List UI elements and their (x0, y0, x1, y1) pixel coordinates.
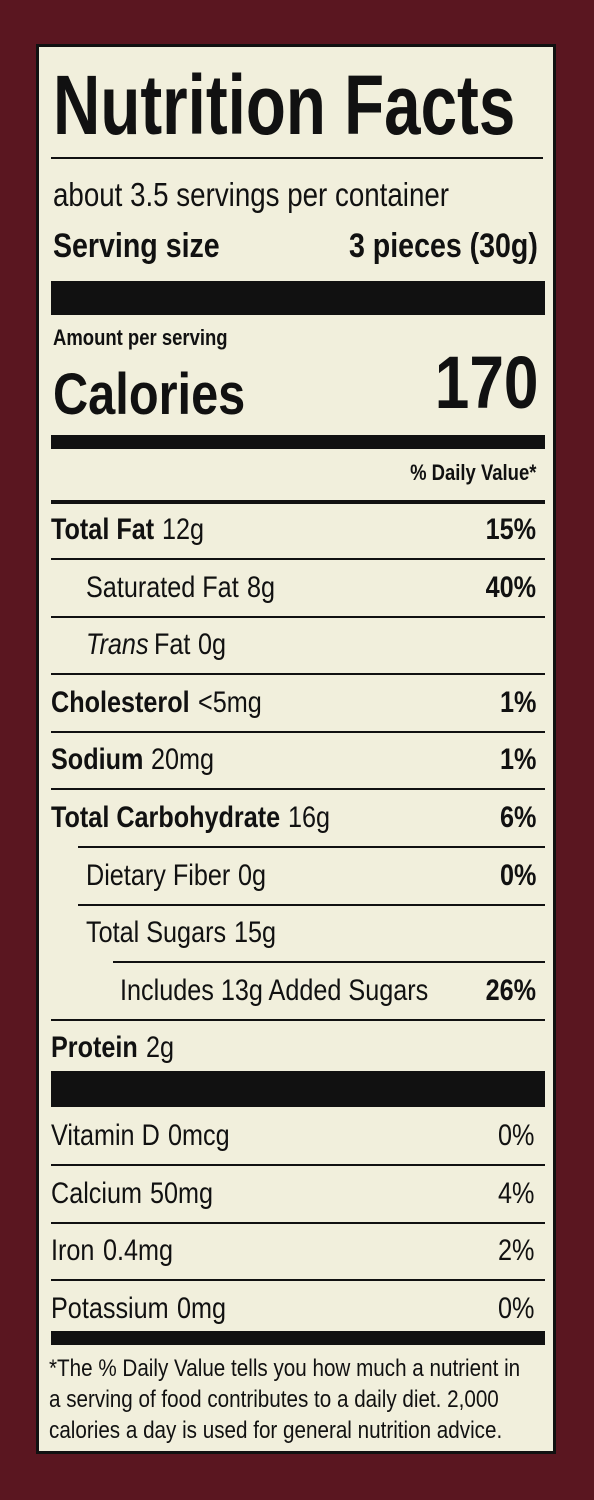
nutrient-amount: 8g (246, 570, 275, 604)
vitamin-amount: 50mg (149, 1176, 213, 1210)
nutrient-amount: 15g (234, 916, 277, 950)
rule (51, 1331, 545, 1345)
footnote-line: a serving of food contributes to a daily… (49, 1386, 499, 1413)
amount-per-serving: Amount per serving (53, 325, 228, 350)
vitamin-amount: 0mcg (168, 1119, 230, 1152)
rule (51, 500, 545, 504)
nutrient-amount: 0g (198, 628, 227, 662)
footnote-line: calories a day is used for general nutri… (49, 1417, 503, 1444)
rule (51, 558, 545, 560)
nutrient-dv: 6% (499, 801, 536, 834)
nutrient-name: Cholesterol (51, 685, 190, 719)
nutrient-name: Total Fat (51, 513, 155, 546)
calories-value: 170 (434, 341, 538, 424)
nutrient-amount: <5mg (197, 685, 262, 719)
vitamin-dv: 2% (497, 1234, 534, 1267)
nutrient-amount: 2g (145, 1031, 174, 1065)
rule (51, 281, 545, 315)
rule (51, 615, 545, 618)
title: Nutrition Facts (53, 58, 516, 152)
nutrient-amount: 20mg (151, 743, 215, 777)
calories-label: Calories (53, 362, 246, 427)
rule (78, 903, 545, 906)
nutrient-name: Saturated Fat (86, 570, 239, 604)
nutrition-label: Nutrition Facts about 3.5 servings per co… (36, 44, 556, 1454)
vitamin-name: Iron (51, 1234, 95, 1267)
rule (51, 1018, 545, 1021)
footnote-line: *The % Daily Value tells you how much a … (49, 1355, 521, 1382)
rule (113, 961, 545, 964)
nutrient-name: Sodium (51, 743, 144, 777)
nutrient-name: Fat (154, 628, 191, 662)
nutrient-amount: 12g (162, 513, 205, 546)
nutrient-name-italic: Trans (86, 628, 149, 662)
rule (51, 1221, 545, 1224)
vitamin-name: Potassium (51, 1291, 169, 1325)
vitamin-name: Vitamin D (51, 1119, 160, 1152)
vitamin-amount: 0mg (176, 1291, 226, 1325)
servings: about 3.5 servings per container (53, 175, 450, 213)
rule (51, 1279, 545, 1281)
rule (51, 730, 545, 733)
rule (51, 1164, 545, 1166)
rule (51, 1071, 545, 1107)
rule (78, 846, 545, 848)
rule (51, 788, 545, 791)
serving-size-label: Serving size (53, 227, 220, 265)
nutrient-dv: 40% (485, 570, 536, 604)
vitamin-name: Calcium (51, 1176, 143, 1210)
rule (51, 673, 545, 676)
nutrient-dv: 0% (499, 858, 536, 892)
nutrient-dv: 26% (485, 973, 536, 1007)
nutrient-name: Protein (51, 1031, 138, 1065)
rule (51, 435, 545, 449)
vitamin-dv: 0% (497, 1119, 534, 1152)
vitamin-dv: 0% (497, 1291, 534, 1325)
nutrient-dv: 1% (499, 685, 536, 719)
nutrient-name: Includes 13g Added Sugars (120, 973, 429, 1007)
serving-size-value: 3 pieces (30g) (349, 227, 538, 265)
daily-value-header: % Daily Value* (409, 460, 536, 485)
nutrient-name: Total Sugars (86, 916, 227, 950)
nutrient-name: Dietary Fiber (86, 858, 231, 892)
nutrient-name: Total Carbohydrate (51, 801, 281, 834)
nutrient-dv: 15% (485, 513, 536, 546)
nutrient-amount: 16g (288, 801, 331, 834)
nutrient-amount: 0g (238, 858, 267, 892)
vitamin-amount: 0.4mg (102, 1234, 173, 1267)
rule (51, 157, 543, 159)
nutrient-dv: 1% (499, 743, 536, 777)
vitamin-dv: 4% (497, 1176, 534, 1210)
